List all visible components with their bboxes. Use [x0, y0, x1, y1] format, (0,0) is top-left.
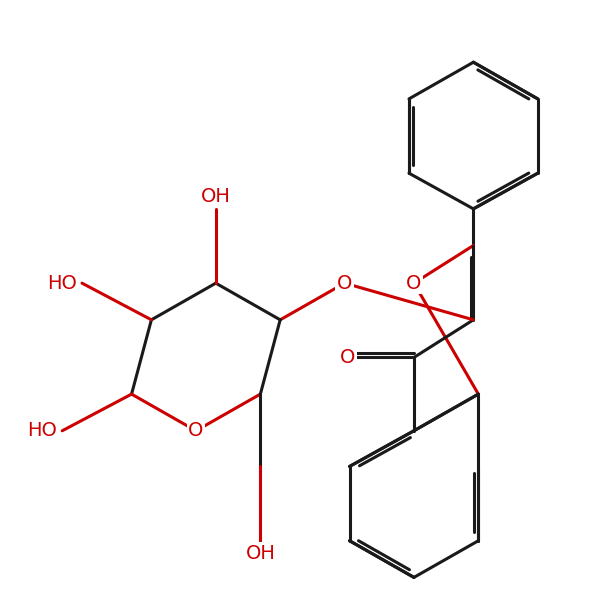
Text: O: O — [406, 274, 422, 293]
Text: HO: HO — [28, 421, 58, 440]
Text: O: O — [340, 348, 355, 367]
Text: O: O — [337, 274, 352, 293]
Text: O: O — [188, 421, 203, 440]
Text: OH: OH — [201, 187, 231, 206]
Text: HO: HO — [47, 274, 77, 293]
Text: OH: OH — [245, 544, 275, 563]
